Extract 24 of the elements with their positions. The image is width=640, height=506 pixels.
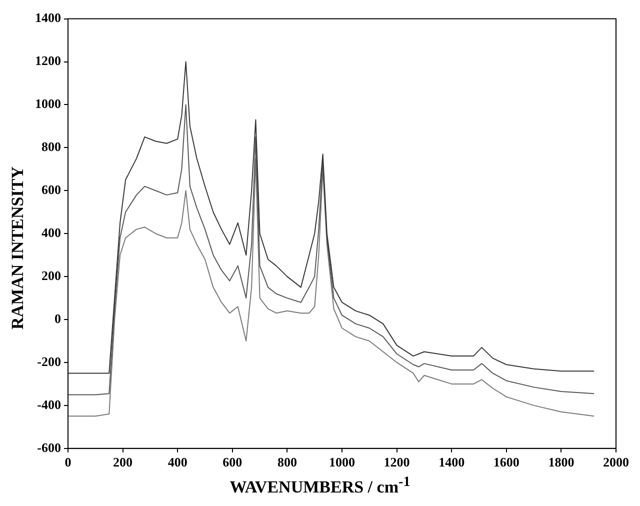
x-tick-label: 1800 [548,454,574,470]
x-tick-label: 1600 [493,454,520,470]
y-tick-label: 1400 [35,10,61,26]
y-tick-label: 600 [42,182,61,197]
y-tick-label: 0 [54,310,61,326]
x-tick-label: 800 [277,454,297,470]
x-tick-label: 1000 [329,454,355,470]
y-tick-label: -600 [37,440,61,455]
x-tick-label: 1200 [384,454,410,470]
y-tick-label: 800 [42,139,61,154]
x-tick-label: 600 [222,454,242,470]
y-tick-label: 200 [42,268,61,283]
x-tick-label: 0 [64,454,72,470]
y-tick-label: 1000 [35,96,61,112]
y-axis-title: RAMAN INTENSITY [8,166,28,332]
x-tick-label: 400 [168,454,188,470]
y-tick-label: -200 [37,354,61,369]
x-axis-title: WAVENUMBERS / cm$^{-1}$ [228,474,412,498]
x-tick-label: 1400 [438,454,465,470]
y-tick-label: 400 [42,224,61,240]
x-tick-label: 200 [113,454,133,470]
x-tick-label: 2000 [603,454,629,470]
y-tick-label: -400 [37,396,61,412]
y-tick-label: 1200 [35,53,61,68]
